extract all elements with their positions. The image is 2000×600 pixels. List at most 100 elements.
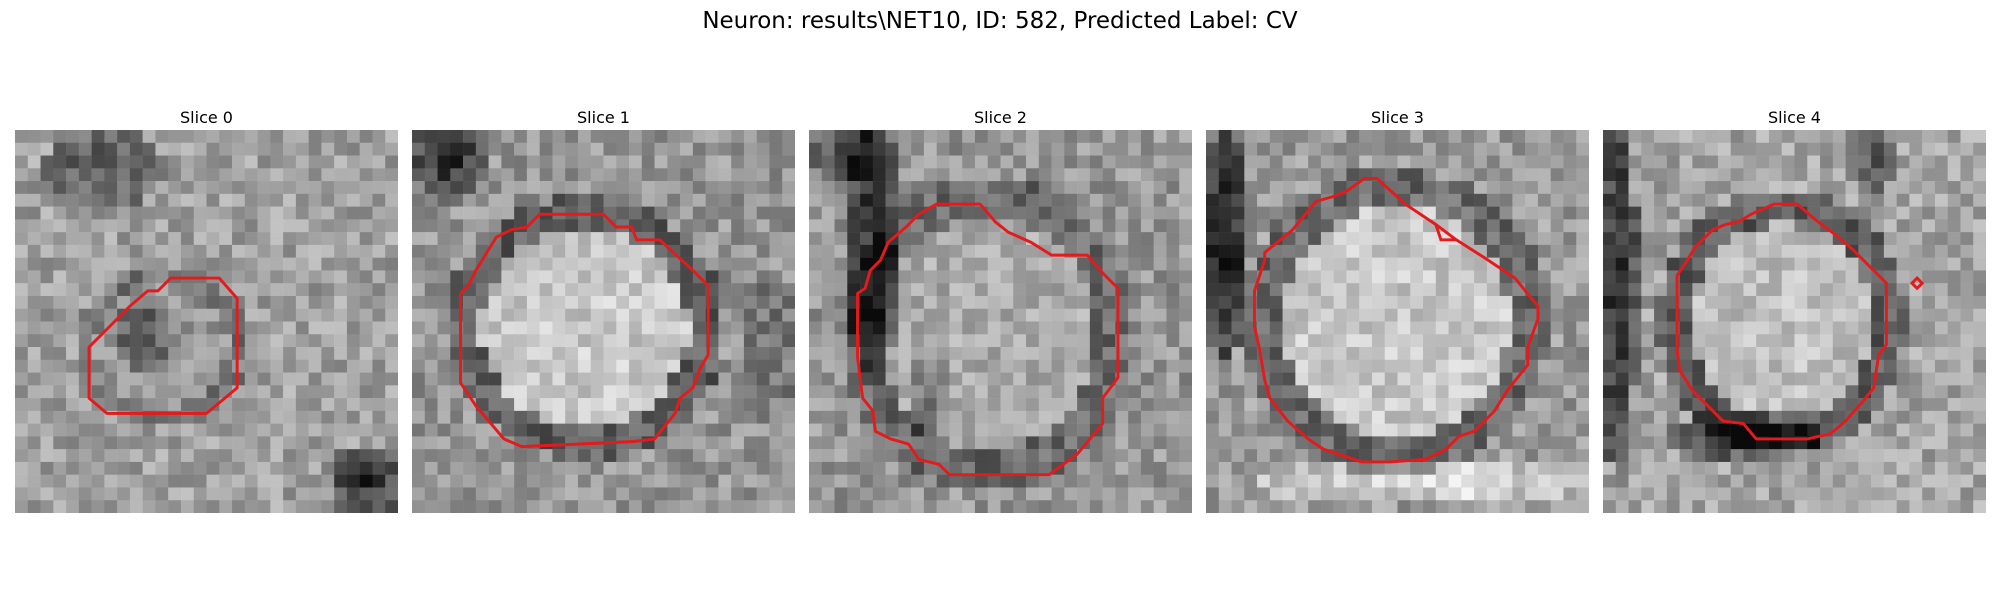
image-pixel xyxy=(936,295,950,309)
image-pixel xyxy=(1807,474,1821,488)
image-pixel xyxy=(475,206,489,220)
image-pixel xyxy=(1206,193,1220,207)
image-pixel xyxy=(359,130,373,144)
image-pixel xyxy=(1435,257,1449,271)
image-pixel xyxy=(603,232,617,246)
image-pixel xyxy=(1410,168,1424,182)
image-pixel xyxy=(232,500,246,513)
image-pixel xyxy=(590,449,604,463)
image-pixel xyxy=(1794,181,1808,195)
image-pixel xyxy=(1781,500,1795,513)
image-pixel xyxy=(911,295,925,309)
image-pixel xyxy=(641,398,655,412)
image-pixel xyxy=(1102,219,1116,233)
image-pixel xyxy=(270,436,284,450)
image-pixel xyxy=(1550,436,1564,450)
image-pixel xyxy=(1603,193,1617,207)
image-pixel xyxy=(1922,168,1936,182)
image-pixel xyxy=(1845,232,1859,246)
image-pixel xyxy=(756,130,770,144)
image-pixel xyxy=(155,487,169,501)
image-pixel xyxy=(1384,385,1398,399)
image-pixel xyxy=(1832,283,1846,297)
image-pixel xyxy=(463,359,477,373)
image-pixel xyxy=(1000,500,1014,513)
image-pixel xyxy=(180,436,194,450)
image-pixel xyxy=(180,232,194,246)
image-pixel xyxy=(872,193,886,207)
image-pixel xyxy=(1730,347,1744,361)
image-pixel xyxy=(488,334,502,348)
image-pixel xyxy=(692,500,706,513)
image-pixel xyxy=(66,398,80,412)
image-pixel xyxy=(962,206,976,220)
image-pixel xyxy=(718,423,732,437)
image-pixel xyxy=(641,270,655,284)
image-pixel xyxy=(385,500,398,513)
image-pixel xyxy=(514,206,528,220)
image-pixel xyxy=(526,308,540,322)
image-pixel xyxy=(1320,487,1334,501)
image-pixel xyxy=(257,372,271,386)
image-pixel xyxy=(1909,181,1923,195)
image-pixel xyxy=(577,130,591,144)
image-pixel xyxy=(155,181,169,195)
image-pixel xyxy=(1308,232,1322,246)
image-pixel xyxy=(1871,142,1885,156)
image-pixel xyxy=(1410,372,1424,386)
image-pixel xyxy=(1051,359,1065,373)
image-pixel xyxy=(526,283,540,297)
image-pixel xyxy=(1206,168,1220,182)
image-pixel xyxy=(270,410,284,424)
image-pixel xyxy=(1705,168,1719,182)
image-pixel xyxy=(898,206,912,220)
image-pixel xyxy=(1282,321,1296,335)
image-pixel xyxy=(1820,334,1834,348)
image-pixel xyxy=(1832,257,1846,271)
image-pixel xyxy=(1102,244,1116,258)
image-pixel xyxy=(1730,436,1744,450)
image-pixel xyxy=(1717,461,1731,475)
image-pixel xyxy=(1295,193,1309,207)
image-pixel xyxy=(987,500,1001,513)
image-pixel xyxy=(1308,257,1322,271)
image-pixel xyxy=(66,321,80,335)
image-pixel xyxy=(168,283,182,297)
image-pixel xyxy=(372,500,386,513)
image-pixel xyxy=(1333,219,1347,233)
image-pixel xyxy=(987,283,1001,297)
image-pixel xyxy=(359,308,373,322)
image-pixel xyxy=(257,270,271,284)
image-pixel xyxy=(53,385,67,399)
image-pixel xyxy=(590,461,604,475)
image-pixel xyxy=(590,347,604,361)
image-pixel xyxy=(1717,283,1731,297)
image-pixel xyxy=(232,142,246,156)
image-pixel xyxy=(501,270,515,284)
image-pixel xyxy=(1666,155,1680,169)
image-pixel xyxy=(1179,347,1192,361)
image-pixel xyxy=(1576,181,1589,195)
image-pixel xyxy=(514,181,528,195)
image-pixel xyxy=(705,487,719,501)
image-pixel xyxy=(385,474,398,488)
image-pixel xyxy=(692,308,706,322)
image-pixel xyxy=(117,244,131,258)
image-pixel xyxy=(1641,232,1655,246)
image-pixel xyxy=(1781,461,1795,475)
image-pixel xyxy=(1179,474,1192,488)
image-pixel xyxy=(885,155,899,169)
slice-title: Slice 2 xyxy=(974,108,1027,127)
image-pixel xyxy=(1679,130,1693,144)
image-pixel xyxy=(1410,347,1424,361)
image-pixel xyxy=(372,257,386,271)
image-pixel xyxy=(1102,461,1116,475)
image-pixel xyxy=(898,142,912,156)
image-pixel xyxy=(1384,244,1398,258)
image-pixel xyxy=(616,130,630,144)
image-pixel xyxy=(1679,232,1693,246)
image-pixel xyxy=(731,308,745,322)
image-pixel xyxy=(756,449,770,463)
image-pixel xyxy=(78,244,92,258)
image-pixel xyxy=(450,436,464,450)
